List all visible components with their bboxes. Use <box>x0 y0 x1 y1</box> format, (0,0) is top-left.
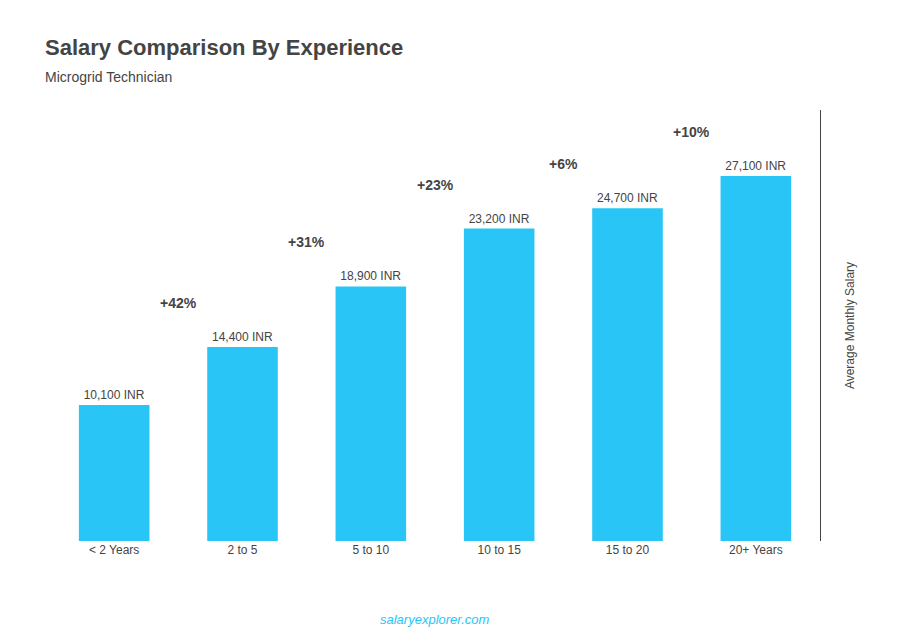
svg-text:27,100 INR: 27,100 INR <box>725 159 786 173</box>
svg-text:14,400 INR: 14,400 INR <box>212 330 273 344</box>
svg-text:24,700 INR: 24,700 INR <box>597 191 658 205</box>
svg-text:Microgrid Technician: Microgrid Technician <box>45 69 172 85</box>
svg-text:23,200 INR: 23,200 INR <box>469 212 530 226</box>
svg-text:+6%: +6% <box>549 156 578 172</box>
svg-text:15 to 20: 15 to 20 <box>606 543 650 557</box>
svg-text:< 2 Years: < 2 Years <box>89 543 139 557</box>
svg-text:5 to 10: 5 to 10 <box>352 543 389 557</box>
svg-text:+42%: +42% <box>160 295 197 311</box>
svg-text:salaryexplorer.com: salaryexplorer.com <box>380 612 490 627</box>
svg-text:+31%: +31% <box>288 234 325 250</box>
svg-text:20+ Years: 20+ Years <box>729 543 783 557</box>
svg-text:+23%: +23% <box>417 177 454 193</box>
svg-text:18,900 INR: 18,900 INR <box>340 269 401 283</box>
svg-text:10 to 15: 10 to 15 <box>477 543 521 557</box>
svg-text:10,100 INR: 10,100 INR <box>84 388 145 402</box>
svg-text:+10%: +10% <box>673 124 710 140</box>
svg-text:Average Monthly Salary: Average Monthly Salary <box>843 262 857 389</box>
svg-text:2 to 5: 2 to 5 <box>227 543 257 557</box>
svg-text:Salary Comparison By Experienc: Salary Comparison By Experience <box>45 35 403 60</box>
